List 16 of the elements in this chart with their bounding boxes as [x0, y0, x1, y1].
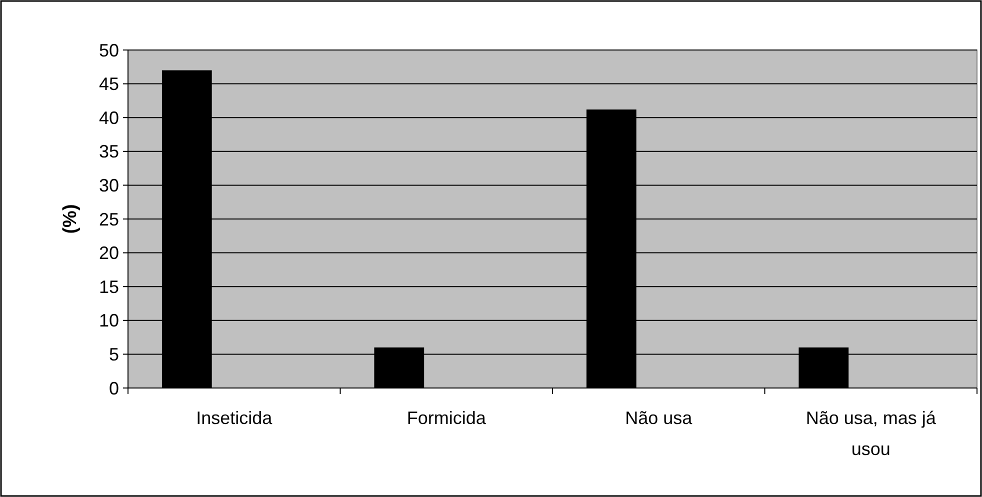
y-tick-label: 40: [98, 108, 119, 128]
x-tick-label: Formicida: [406, 408, 487, 428]
y-tick-label: 30: [98, 176, 119, 196]
y-tick-label: 20: [98, 243, 119, 264]
y-tick-label: 35: [98, 142, 119, 162]
y-axis-title: (%): [60, 204, 81, 234]
x-tick-label: Não usa, mas já usou: [806, 408, 937, 459]
y-tick-label: 15: [98, 276, 119, 297]
y-tick-label: 5: [108, 344, 119, 364]
y-tick-label: 50: [98, 40, 119, 60]
y-tick-label: 10: [98, 310, 119, 331]
x-tick-label: Inseticida: [196, 408, 274, 428]
y-tick-label: 0: [108, 378, 119, 398]
y-tick-label: 45: [98, 74, 119, 94]
y-tick-label: 25: [98, 209, 119, 230]
x-tick-label: Não usa: [625, 408, 694, 428]
